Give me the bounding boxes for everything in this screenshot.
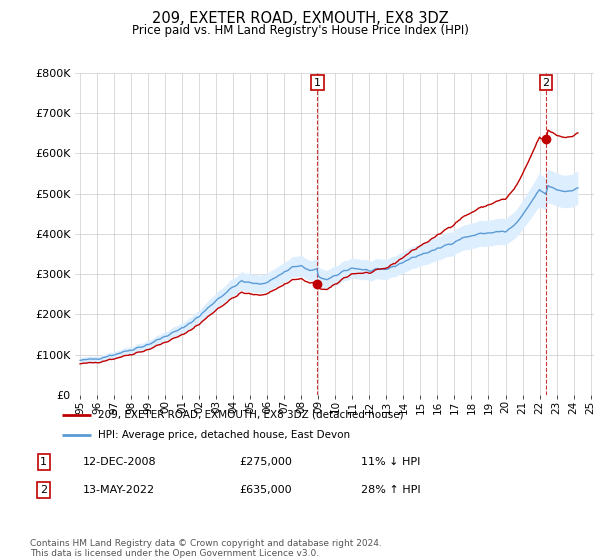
Text: 2: 2 (542, 78, 550, 87)
Text: 209, EXETER ROAD, EXMOUTH, EX8 3DZ (detached house): 209, EXETER ROAD, EXMOUTH, EX8 3DZ (deta… (98, 410, 404, 420)
Text: 28% ↑ HPI: 28% ↑ HPI (361, 485, 421, 495)
Text: 1: 1 (314, 78, 321, 87)
Text: 13-MAY-2022: 13-MAY-2022 (82, 485, 155, 495)
Text: 1: 1 (40, 457, 47, 467)
Text: £275,000: £275,000 (240, 457, 293, 467)
Text: Price paid vs. HM Land Registry's House Price Index (HPI): Price paid vs. HM Land Registry's House … (131, 24, 469, 36)
Text: 209, EXETER ROAD, EXMOUTH, EX8 3DZ: 209, EXETER ROAD, EXMOUTH, EX8 3DZ (152, 11, 448, 26)
Text: Contains HM Land Registry data © Crown copyright and database right 2024.
This d: Contains HM Land Registry data © Crown c… (30, 539, 382, 558)
Text: 11% ↓ HPI: 11% ↓ HPI (361, 457, 421, 467)
Text: 2: 2 (40, 485, 47, 495)
Text: 12-DEC-2008: 12-DEC-2008 (82, 457, 156, 467)
Text: HPI: Average price, detached house, East Devon: HPI: Average price, detached house, East… (98, 430, 350, 440)
Text: £635,000: £635,000 (240, 485, 292, 495)
